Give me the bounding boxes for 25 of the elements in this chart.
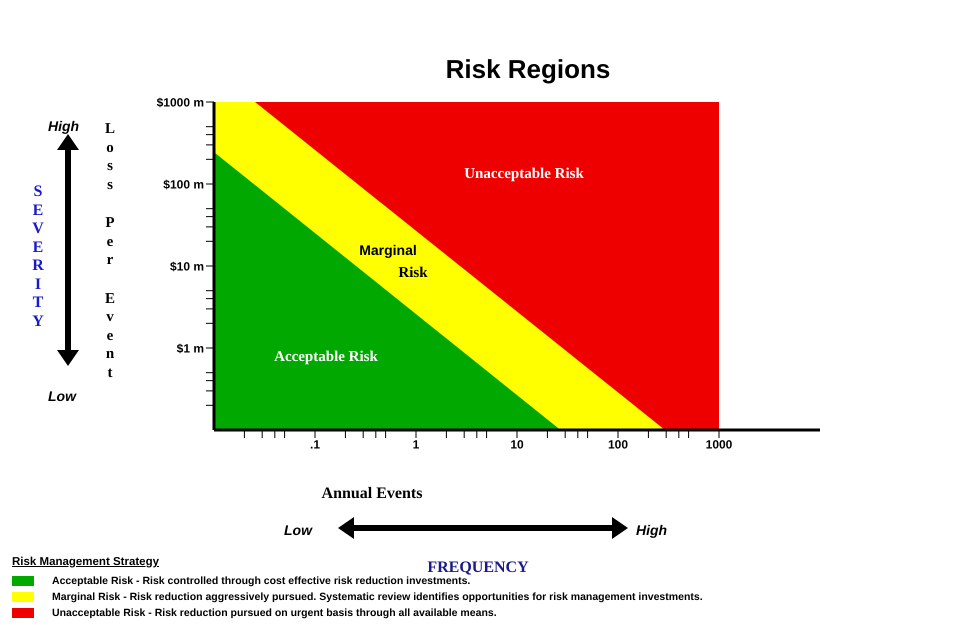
x-tick-label: .1 (310, 438, 320, 452)
annotation: Unacceptable Risk (464, 166, 584, 182)
text: High (48, 118, 80, 134)
y-tick-label: $10 m (170, 259, 204, 274)
y-tick-label: $1000 m (156, 95, 204, 110)
legend-title: Risk Management Strategy (12, 556, 159, 568)
annotation: Marginal Risk (359, 242, 428, 281)
x-axis-title: Annual Events (322, 485, 422, 502)
x-tick-label: 10 (510, 438, 524, 452)
text: FREQUENCY (426, 559, 530, 576)
y-tick-label: $1 m (176, 341, 204, 356)
text: High (636, 522, 668, 538)
legend-label: Acceptable Risk - Risk controlled through cost effective risk reduction investments. (52, 575, 470, 587)
x-tick-label: 100 (608, 438, 628, 452)
text: Low (284, 522, 312, 538)
text: Loss Per Event (104, 121, 115, 380)
text: Low (48, 388, 76, 404)
x-tick-label: 1 (412, 438, 420, 452)
y-tick-label: $100 m (163, 177, 204, 192)
legend-label: Unacceptable Risk - Risk reduction pursued on urgent basis through all available means. (52, 607, 497, 619)
annotation: Acceptable Risk (274, 349, 379, 365)
chart-title: Risk Regions (444, 54, 612, 85)
legend-label: Marginal Risk - Risk reduction aggressively pursued. Systematic review identifies opportunities for risk management investments. (52, 591, 703, 603)
text: SEVERITY (31, 183, 45, 331)
x-tick-label: 1000 (706, 438, 733, 452)
